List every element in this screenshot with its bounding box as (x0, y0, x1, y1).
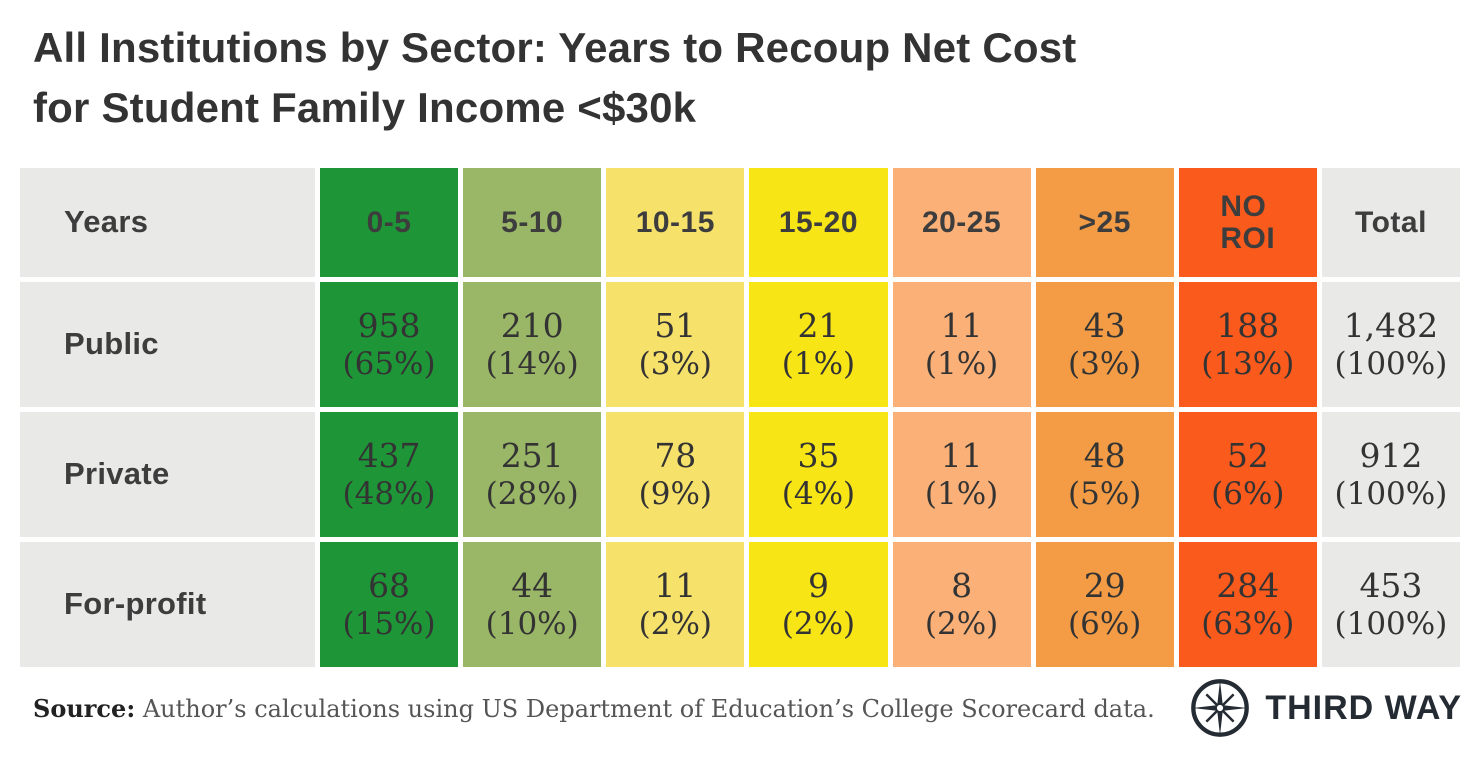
roi-table: Years 0-5 5-10 10-15 15-20 20-25 >25 NO … (20, 168, 1460, 667)
header-gt25: >25 (1035, 168, 1174, 277)
table-cell-total: 453 (100%) (1321, 542, 1460, 667)
header-no-roi: NO ROI (1178, 168, 1317, 277)
table-cell: 35 (4%) (749, 412, 888, 537)
table-cell: 51 (3%) (606, 282, 745, 407)
header-years: Years (20, 168, 315, 277)
table-cell: 21 (1%) (749, 282, 888, 407)
row-label-private: Private (20, 412, 315, 537)
table-cell: 8 (2%) (892, 542, 1031, 667)
footer: Source: Author’s calculations using US D… (33, 672, 1462, 744)
third-way-logo: THIRD WAY (1189, 677, 1462, 739)
header-5-10: 5-10 (463, 168, 602, 277)
table-cell: 68 (15%) (320, 542, 459, 667)
row-label-for-profit: For-profit (20, 542, 315, 667)
page-title-line2: for Student Family Income <$30k (33, 84, 697, 132)
table-cell: 284 (63%) (1178, 542, 1317, 667)
table-cell-total: 912 (100%) (1321, 412, 1460, 537)
source-text: Author’s calculations using US Departmen… (135, 694, 1155, 723)
table-cell: 48 (5%) (1035, 412, 1174, 537)
table-cell: 78 (9%) (606, 412, 745, 537)
header-10-15: 10-15 (606, 168, 745, 277)
source-note: Source: Author’s calculations using US D… (33, 694, 1155, 723)
header-total: Total (1321, 168, 1460, 277)
table-cell: 11 (1%) (892, 412, 1031, 537)
table-cell: 52 (6%) (1178, 412, 1317, 537)
table-cell: 43 (3%) (1035, 282, 1174, 407)
header-20-25: 20-25 (892, 168, 1031, 277)
third-way-wordmark: THIRD WAY (1265, 688, 1462, 727)
row-label-public: Public (20, 282, 315, 407)
table-cell: 188 (13%) (1178, 282, 1317, 407)
header-0-5: 0-5 (320, 168, 459, 277)
table-cell: 251 (28%) (463, 412, 602, 537)
table-cell: 11 (1%) (892, 282, 1031, 407)
table-cell: 9 (2%) (749, 542, 888, 667)
source-label: Source: (33, 693, 136, 723)
table-cell-total: 1,482 (100%) (1321, 282, 1460, 407)
table-cell: 210 (14%) (463, 282, 602, 407)
page-title: All Institutions by Sector: Years to Rec… (33, 18, 1076, 138)
compass-icon (1189, 677, 1251, 739)
table-cell: 958 (65%) (320, 282, 459, 407)
header-15-20: 15-20 (749, 168, 888, 277)
table-cell: 11 (2%) (606, 542, 745, 667)
table-cell: 29 (6%) (1035, 542, 1174, 667)
table-cell: 437 (48%) (320, 412, 459, 537)
table-cell: 44 (10%) (463, 542, 602, 667)
page-title-line1: All Institutions by Sector: Years to Rec… (33, 24, 1077, 71)
